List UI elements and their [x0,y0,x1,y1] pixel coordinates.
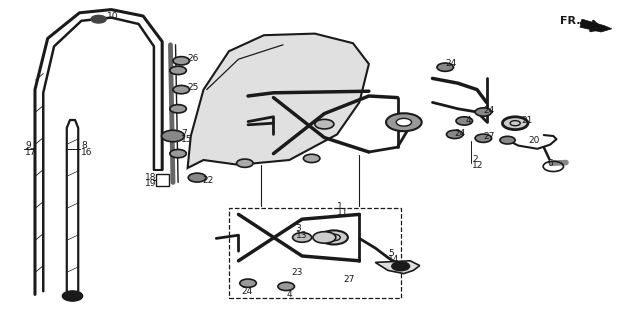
Polygon shape [375,261,420,274]
Text: 27: 27 [343,275,355,284]
Circle shape [170,149,186,158]
Circle shape [162,130,184,142]
Text: 24: 24 [483,106,495,115]
Text: 24: 24 [242,287,253,296]
Circle shape [456,117,473,125]
Circle shape [320,230,348,244]
Text: 24: 24 [445,59,457,68]
Circle shape [446,130,463,139]
Circle shape [188,173,206,182]
Circle shape [240,279,256,287]
Text: 3: 3 [296,224,301,233]
Text: 2: 2 [472,155,478,164]
Circle shape [315,119,334,129]
Text: 17: 17 [25,148,37,156]
Text: 12: 12 [472,161,483,170]
Circle shape [475,134,492,142]
Text: 21: 21 [522,116,533,124]
Circle shape [313,232,336,243]
Circle shape [237,159,253,167]
Circle shape [386,113,422,131]
Text: 27: 27 [483,132,495,141]
Circle shape [293,233,312,242]
Circle shape [91,15,106,23]
Circle shape [170,105,186,113]
Text: 1: 1 [337,202,343,211]
Circle shape [62,291,83,301]
Text: 9: 9 [25,141,31,150]
Text: 8: 8 [81,141,87,150]
Text: 20: 20 [528,136,539,145]
Circle shape [437,63,453,71]
Circle shape [475,108,492,116]
Polygon shape [156,174,169,186]
Text: 4: 4 [286,290,292,299]
Text: FR.: FR. [560,16,580,26]
Text: 15: 15 [181,135,193,144]
Text: 11: 11 [337,208,349,217]
Circle shape [278,282,294,291]
Text: 23: 23 [291,268,303,277]
Circle shape [392,262,410,271]
Text: 18: 18 [145,173,156,182]
Text: 25: 25 [188,83,199,92]
Circle shape [500,136,515,144]
Polygon shape [188,34,369,168]
Circle shape [396,118,411,126]
Text: 13: 13 [296,231,307,240]
Polygon shape [580,19,612,32]
Text: 14: 14 [388,255,399,264]
Polygon shape [229,208,401,298]
Text: 26: 26 [188,54,199,63]
Text: 19: 19 [145,179,156,188]
Circle shape [303,154,320,163]
Circle shape [173,57,190,65]
Text: 24: 24 [455,129,466,138]
Text: 4: 4 [466,116,471,125]
Text: 6: 6 [547,159,553,168]
Text: 5: 5 [388,249,394,258]
Text: 10: 10 [107,12,118,21]
Circle shape [502,117,528,130]
Text: 22: 22 [202,176,214,185]
Circle shape [170,66,186,75]
Text: 16: 16 [81,148,93,156]
Text: 7: 7 [181,129,187,138]
Circle shape [173,85,190,94]
